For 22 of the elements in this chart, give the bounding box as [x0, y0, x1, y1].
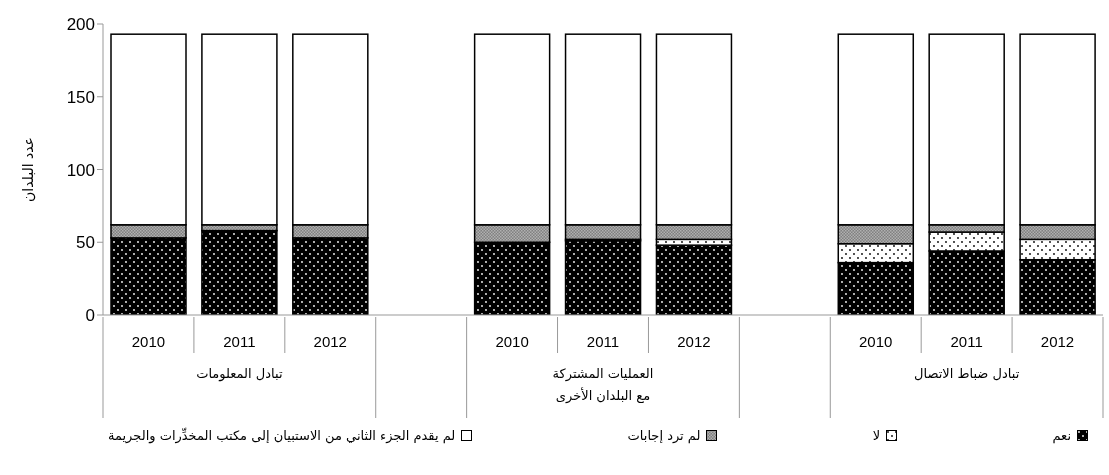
- x-tick-label: 2012: [313, 333, 347, 350]
- text: تبادل ضباط الاتصال: [914, 366, 1020, 381]
- legend-label: لم ترد إجابات: [627, 428, 701, 443]
- y-tick-label: 0: [85, 306, 95, 326]
- legend-label: لم يقدم الجزء الثاني من الاستبيان إلى مكتب المخدِّرات والجريمة: [108, 428, 456, 443]
- y-tick-label: 100: [66, 160, 95, 180]
- y-axis-title: عدد البلدان: [19, 137, 36, 202]
- y-tick-label: 200: [66, 15, 95, 35]
- x-tick-label: 2010: [131, 333, 166, 350]
- x-tick-label: 2012: [677, 333, 711, 350]
- x-tick-label: 2010: [495, 333, 529, 350]
- legend-label: لا: [872, 428, 881, 443]
- x-tick-label: 2012: [1040, 333, 1075, 350]
- x-tick-label: 2011: [223, 333, 256, 350]
- text: تبادل المعلومات: [196, 366, 283, 382]
- x-tick-label: 2010: [859, 333, 893, 350]
- x-tick-label: 2011: [950, 333, 983, 350]
- x-tick-label: 2011: [586, 333, 620, 350]
- legend-label: نعم: [1052, 428, 1071, 443]
- y-tick-label: 50: [76, 233, 95, 253]
- y-tick-label: 150: [66, 87, 95, 107]
- text: العمليات المشتركة مع البلدان الأخرى: [552, 366, 654, 404]
